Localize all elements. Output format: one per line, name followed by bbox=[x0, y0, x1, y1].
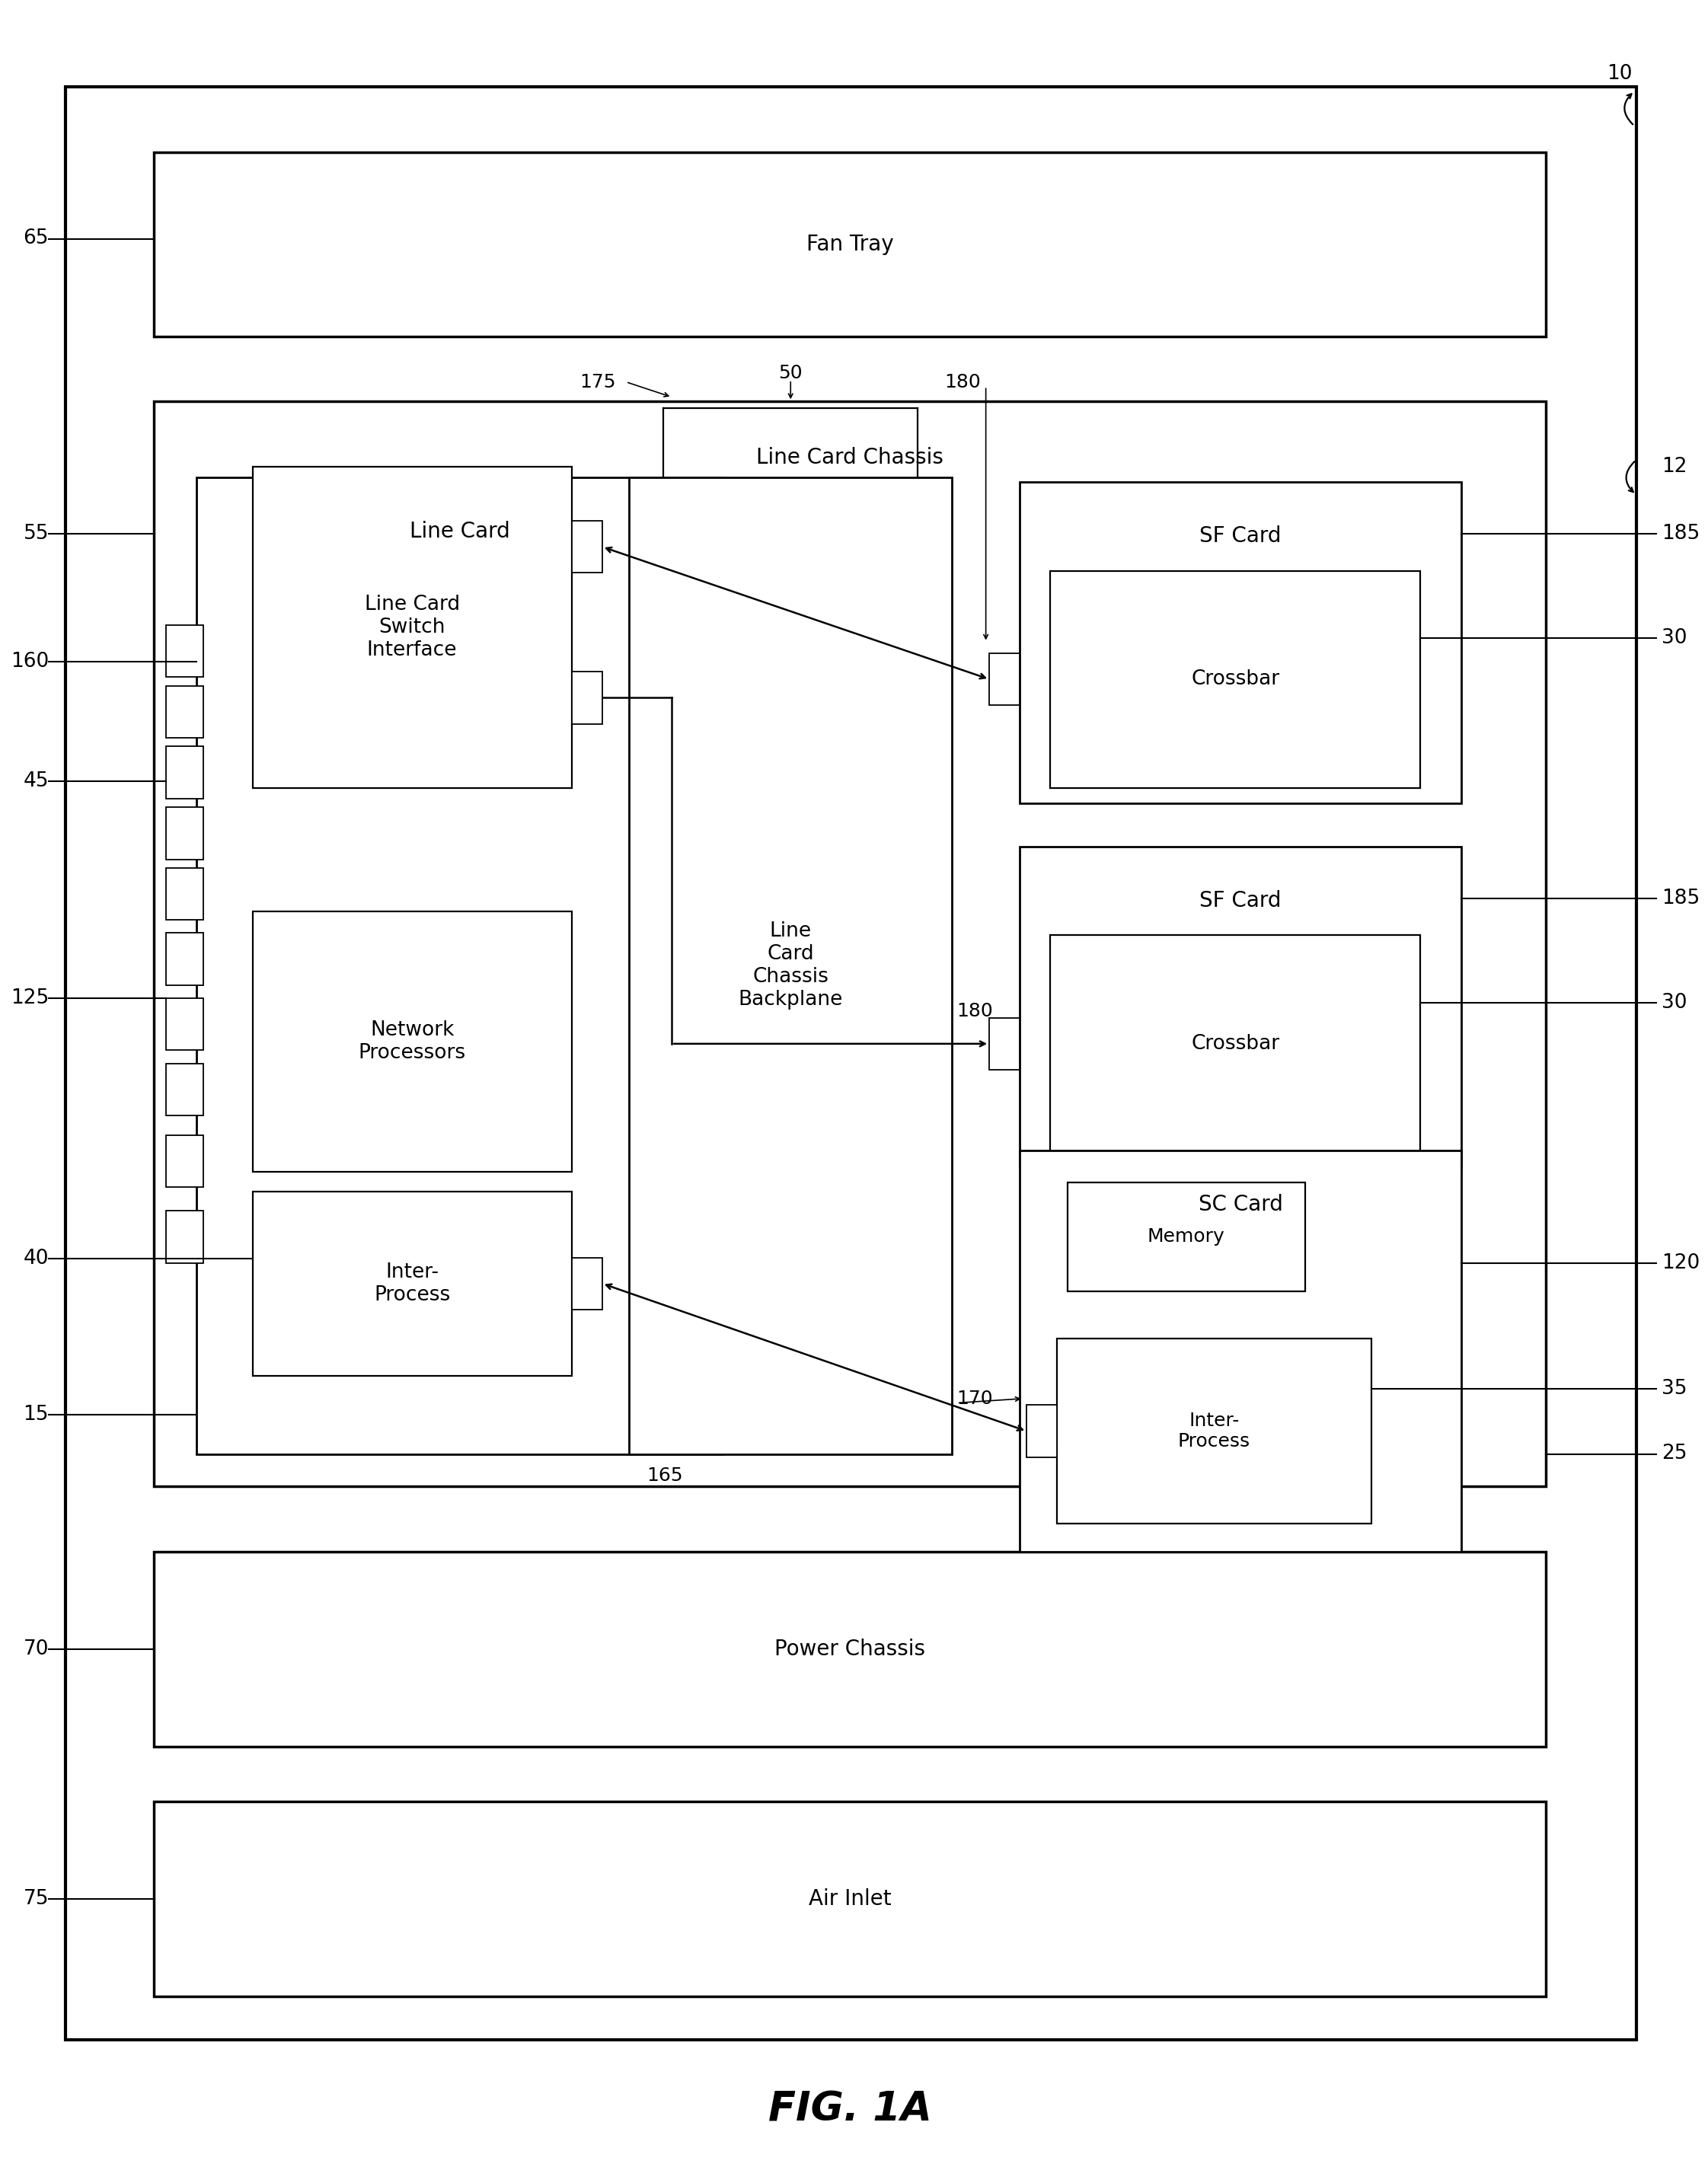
Text: 185: 185 bbox=[1662, 888, 1699, 909]
Bar bbox=[154, 1801, 1546, 1996]
Bar bbox=[1068, 1183, 1305, 1291]
Text: 180: 180 bbox=[956, 1003, 994, 1020]
Text: SF Card: SF Card bbox=[1199, 525, 1281, 547]
Bar bbox=[253, 1191, 572, 1376]
Text: Fan Tray: Fan Tray bbox=[806, 234, 893, 254]
Text: Line Card: Line Card bbox=[410, 521, 509, 542]
Text: 70: 70 bbox=[24, 1638, 50, 1660]
Text: 55: 55 bbox=[24, 523, 50, 545]
Text: Crossbar: Crossbar bbox=[1190, 1033, 1279, 1055]
Text: 120: 120 bbox=[1662, 1252, 1699, 1274]
Text: 75: 75 bbox=[24, 1888, 50, 1910]
Text: SC Card: SC Card bbox=[1199, 1194, 1283, 1215]
Bar bbox=[166, 1135, 203, 1187]
Bar bbox=[989, 653, 1020, 705]
Bar bbox=[196, 477, 722, 1454]
Text: Line Card
Switch
Interface: Line Card Switch Interface bbox=[364, 595, 459, 660]
Bar bbox=[166, 1211, 203, 1263]
Text: 170: 170 bbox=[956, 1389, 994, 1408]
Text: Network
Processors: Network Processors bbox=[359, 1020, 466, 1063]
Bar bbox=[572, 673, 603, 725]
Bar bbox=[166, 686, 203, 738]
Text: 10: 10 bbox=[1607, 63, 1633, 85]
Bar bbox=[989, 1018, 1020, 1070]
Bar bbox=[154, 401, 1546, 1486]
Text: 125: 125 bbox=[10, 987, 50, 1009]
Text: 165: 165 bbox=[646, 1467, 683, 1484]
Bar bbox=[154, 1552, 1546, 1747]
Text: 160: 160 bbox=[10, 651, 50, 673]
Text: Line Card Chassis: Line Card Chassis bbox=[757, 447, 943, 469]
Bar bbox=[166, 933, 203, 985]
Bar bbox=[1027, 1406, 1057, 1458]
Text: 65: 65 bbox=[24, 228, 50, 250]
Text: Crossbar: Crossbar bbox=[1190, 668, 1279, 690]
Bar bbox=[572, 1259, 603, 1311]
Bar bbox=[1050, 571, 1421, 788]
Text: 25: 25 bbox=[1662, 1443, 1688, 1465]
Text: Power Chassis: Power Chassis bbox=[775, 1638, 926, 1660]
Text: SF Card: SF Card bbox=[1199, 890, 1281, 911]
Bar bbox=[1050, 935, 1421, 1152]
Text: Air Inlet: Air Inlet bbox=[808, 1888, 892, 1910]
Bar bbox=[1057, 1339, 1372, 1523]
Text: 15: 15 bbox=[24, 1404, 50, 1426]
Bar bbox=[253, 911, 572, 1172]
Bar bbox=[166, 1063, 203, 1115]
Bar bbox=[166, 998, 203, 1050]
Text: 50: 50 bbox=[779, 365, 803, 382]
Bar bbox=[166, 746, 203, 799]
Text: Memory: Memory bbox=[1148, 1228, 1225, 1246]
Text: 35: 35 bbox=[1662, 1378, 1688, 1400]
Bar bbox=[629, 477, 951, 1454]
Bar bbox=[166, 868, 203, 920]
Text: Line
Card
Chassis
Backplane: Line Card Chassis Backplane bbox=[738, 922, 844, 1009]
Bar bbox=[1020, 1150, 1460, 1552]
Bar bbox=[154, 152, 1546, 336]
Text: 45: 45 bbox=[24, 770, 50, 792]
Text: 12: 12 bbox=[1662, 456, 1688, 477]
Bar bbox=[253, 467, 572, 788]
Text: 40: 40 bbox=[24, 1248, 50, 1269]
Text: 185: 185 bbox=[1662, 523, 1699, 545]
Text: Inter-
Process: Inter- Process bbox=[374, 1263, 451, 1304]
Text: 30: 30 bbox=[1662, 627, 1688, 649]
Text: 175: 175 bbox=[579, 373, 617, 391]
Bar bbox=[1020, 482, 1460, 803]
Text: Inter-
Process: Inter- Process bbox=[1179, 1410, 1250, 1452]
Text: FIG. 1A: FIG. 1A bbox=[769, 2090, 933, 2129]
Bar bbox=[572, 521, 603, 573]
Bar bbox=[1020, 846, 1460, 1167]
Bar bbox=[166, 807, 203, 859]
Bar bbox=[166, 625, 203, 677]
Text: 30: 30 bbox=[1662, 992, 1688, 1013]
Text: 180: 180 bbox=[945, 373, 980, 391]
